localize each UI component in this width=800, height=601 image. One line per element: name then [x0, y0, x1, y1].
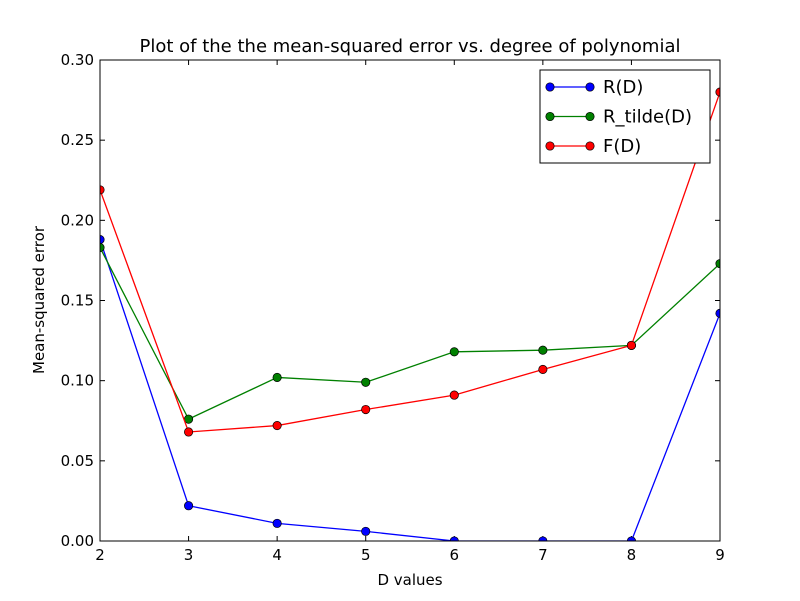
series-line-f-d	[100, 91, 720, 433]
y-tick-label: 0.20	[61, 211, 94, 229]
data-point-f-d	[361, 404, 371, 415]
data-point-r-d	[184, 501, 194, 511]
y-tick-label: 0.30	[61, 51, 94, 69]
x-tick-label: 6	[450, 546, 460, 564]
plot-area: 2 3 4 5 6 7 8 9 0.00 0.05 0.10 0.15 0.20 0.25 0.30 R(D)…	[61, 51, 725, 564]
data-point-r-d	[272, 518, 282, 528]
y-tick-label: 0.10	[61, 372, 94, 390]
x-tick-label: 3	[184, 546, 194, 564]
legend-marker-r-tilde-d	[545, 111, 555, 122]
legend-marker-f-d	[545, 141, 555, 151]
x-tick-label: 2	[95, 546, 105, 564]
y-tick-label: 0.00	[61, 532, 94, 550]
x-tick-label: 9	[715, 546, 725, 564]
data-point-f-d	[449, 390, 459, 400]
legend-label-r-d: R(D)	[603, 77, 643, 98]
data-point-f-d	[272, 421, 282, 431]
y-tick-label: 0.05	[61, 452, 94, 470]
y-tick-label: 0.25	[61, 131, 94, 149]
data-point-f-d	[184, 427, 194, 437]
y-axis-label: Mean-squared error	[30, 225, 48, 374]
x-tick-label: 4	[272, 546, 282, 564]
legend-label-r-tilde-d: R_tilde(D)	[603, 107, 692, 128]
legend-marker-f-d	[585, 141, 595, 151]
legend-marker-r-d	[585, 82, 595, 92]
series-line-r-tilde-d	[100, 247, 720, 421]
data-point-r-tilde-d	[538, 345, 548, 355]
y-tick-label: 0.15	[61, 292, 94, 310]
data-point-f-d	[538, 364, 548, 374]
x-tick-label: 5	[361, 546, 371, 564]
chart-title: Plot of the the mean-squared error vs. d…	[140, 36, 681, 57]
x-axis-label: D values	[377, 571, 442, 589]
series-line-r-d	[100, 239, 720, 541]
legend-marker-r-d	[545, 82, 555, 92]
x-tick-label: 8	[627, 546, 637, 564]
series-layer	[100, 87, 720, 541]
legend-label-f-d: F(D)	[603, 136, 641, 157]
data-point-r-tilde-d	[449, 347, 459, 357]
data-point-r-tilde-d	[361, 377, 371, 387]
data-point-f-d	[626, 340, 636, 350]
x-tick-label: 7	[538, 546, 548, 564]
data-point-r-tilde-d	[272, 372, 282, 383]
legend-marker-r-tilde-d	[585, 111, 595, 122]
axes-frame	[99, 59, 721, 542]
data-point-r-d	[361, 526, 371, 536]
